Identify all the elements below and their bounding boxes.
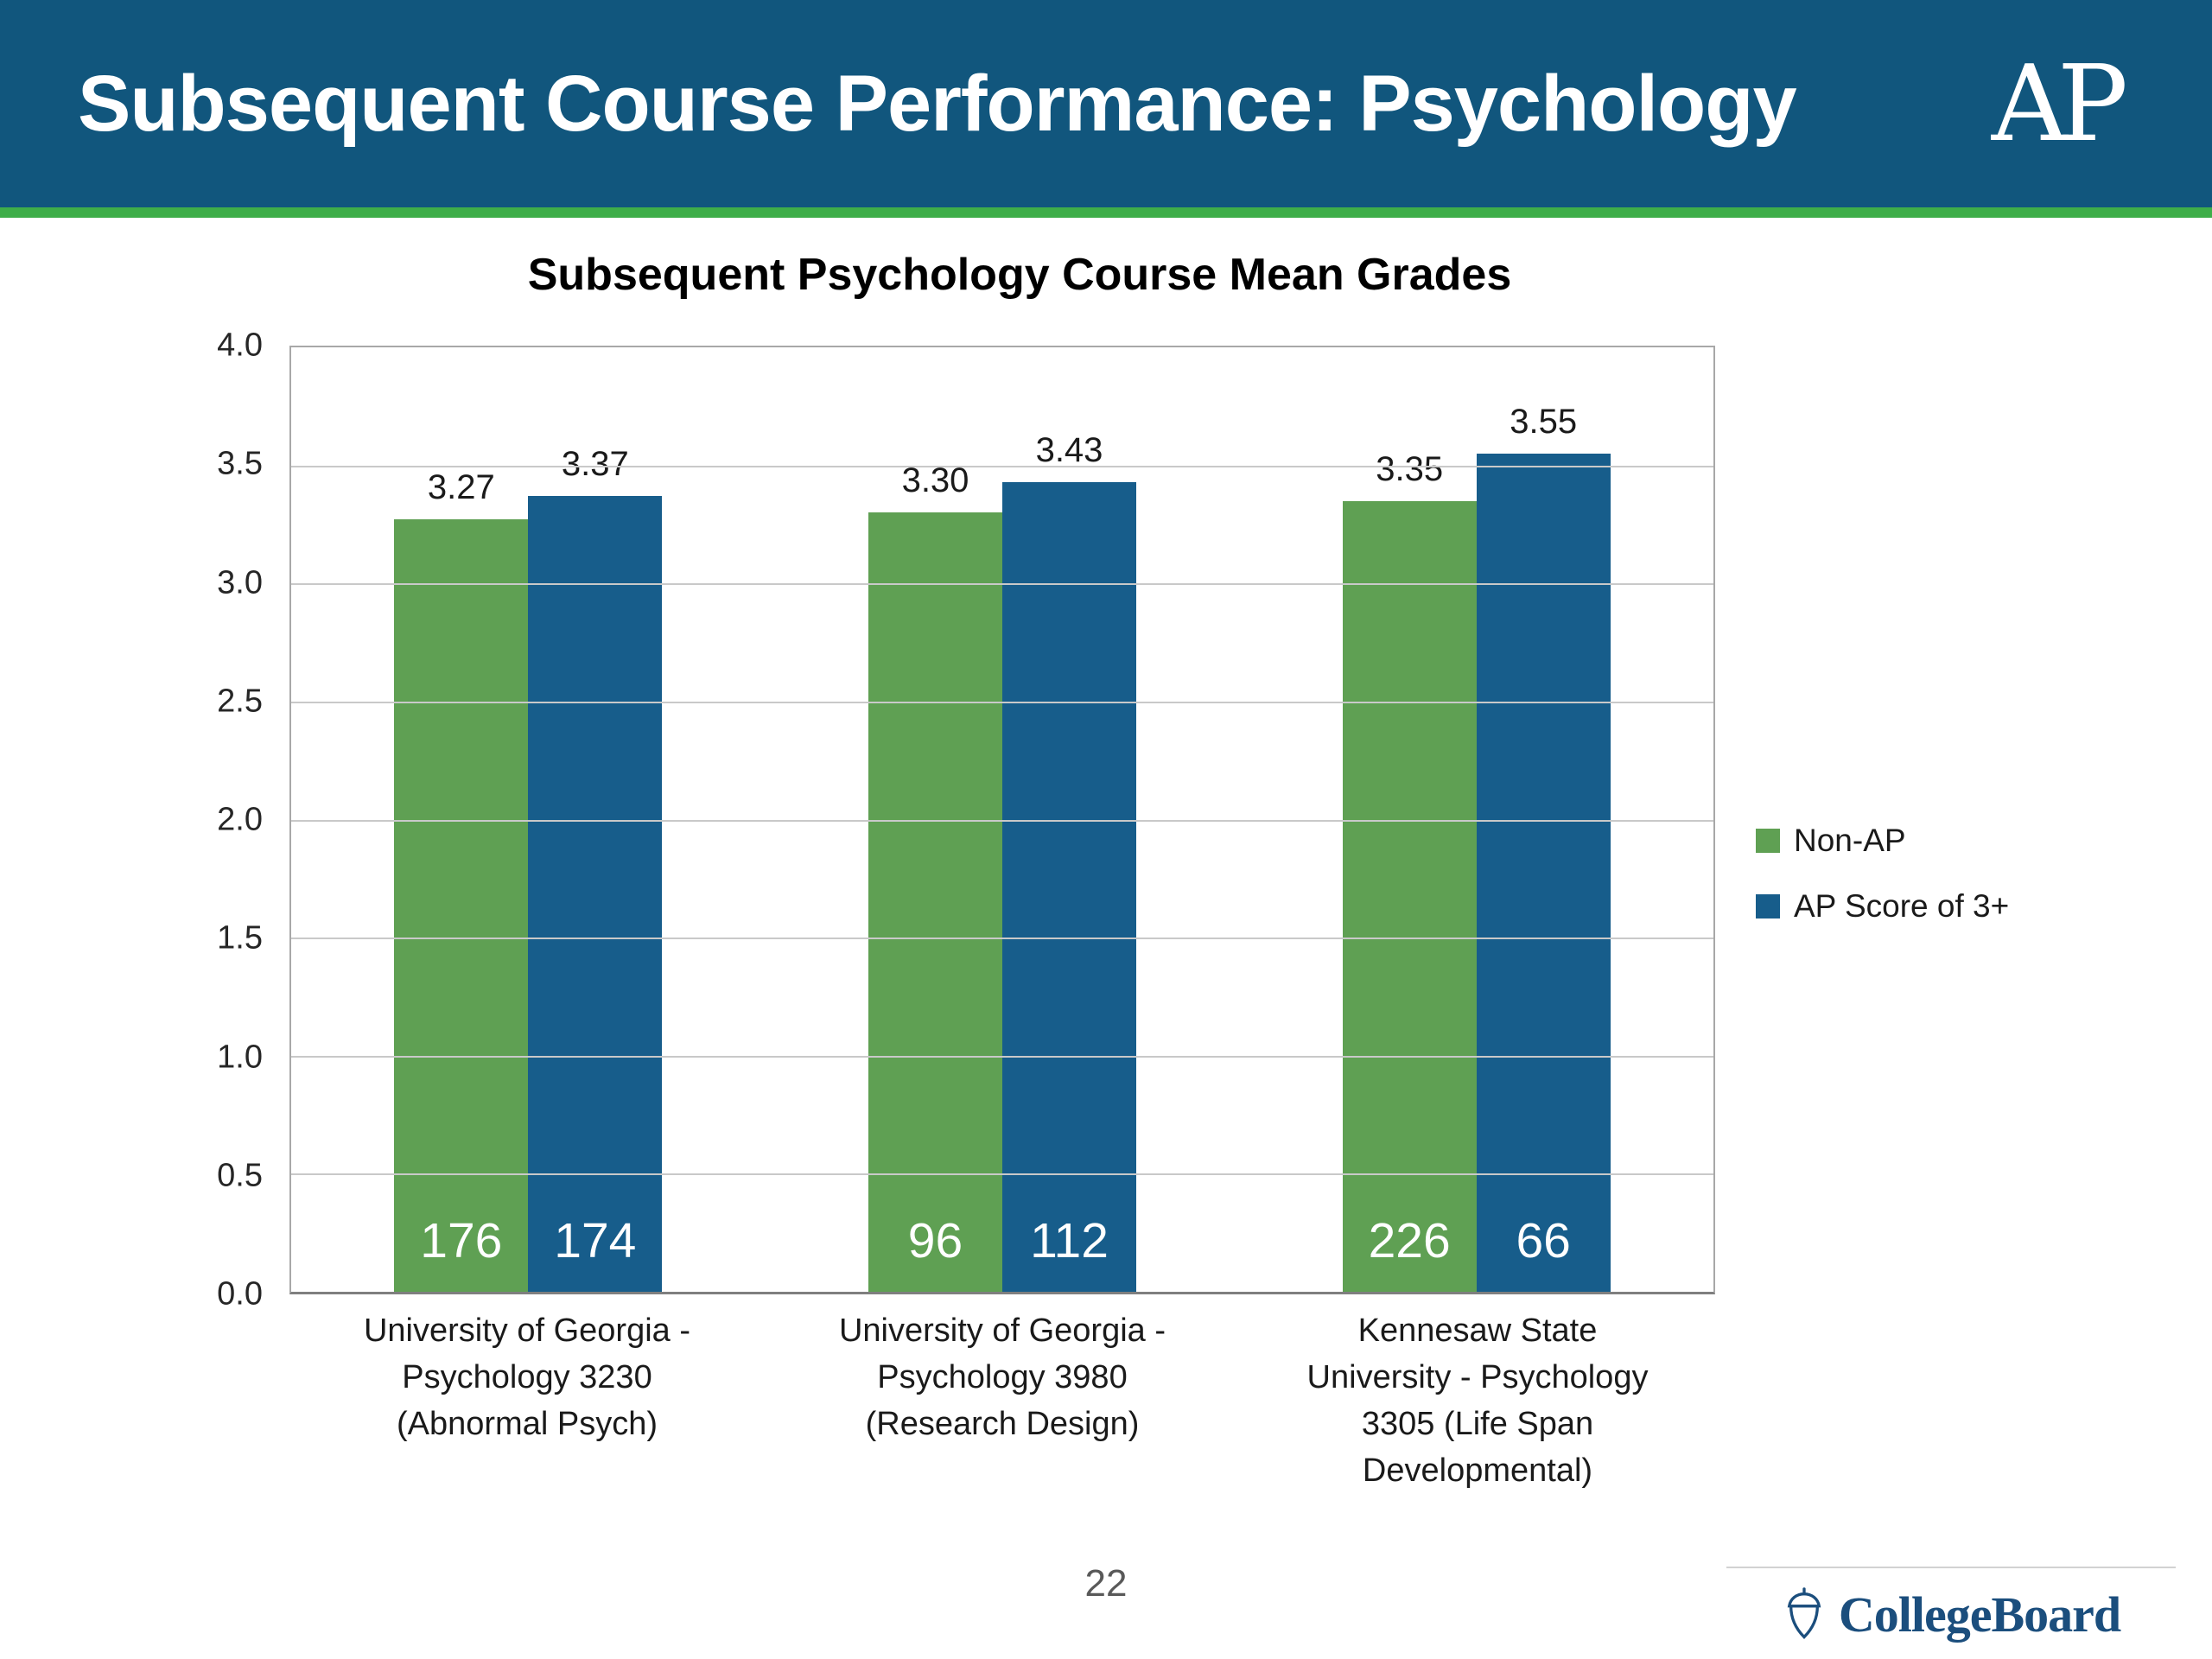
x-category-label: University of Georgia - Psychology 3980 … — [838, 1313, 1166, 1442]
y-axis-tick-label: 4.0 — [217, 327, 263, 364]
legend-item: AP Score of 3+ — [1756, 888, 2009, 925]
y-axis-tick-label: 1.0 — [217, 1039, 263, 1075]
bar-count-label: 176 — [420, 1213, 503, 1268]
plot-area: 3.27 176 3.37 174 3.30 96 3.43 112 3.35 226 3.55 66 — [289, 346, 1715, 1294]
bar-count-label: 112 — [1030, 1213, 1109, 1268]
gridline — [291, 938, 1713, 940]
bar: 3.43 112 — [1002, 431, 1136, 1292]
page-title: Subsequent Course Performance: Psycholog… — [78, 59, 1797, 148]
y-axis-tick-label: 0.5 — [217, 1157, 263, 1194]
bar-value-label: 3.37 — [561, 445, 629, 484]
legend-label: AP Score of 3+ — [1794, 888, 2010, 924]
legend-item: Non-AP — [1756, 823, 2009, 859]
slide-header: Subsequent Course Performance: Psycholog… — [0, 0, 2212, 207]
chart-title: Subsequent Psychology Course Mean Grades — [527, 250, 1512, 300]
bar-value-label: 3.27 — [427, 468, 495, 507]
y-axis-tick-label: 0.0 — [217, 1275, 263, 1313]
bar: 3.30 96 — [868, 461, 1002, 1292]
gridline — [291, 1173, 1713, 1176]
header-divider — [0, 207, 2212, 218]
x-axis-labels: University of Georgia - Psychology 3230 … — [289, 1308, 1715, 1495]
bar: 3.55 66 — [1476, 403, 1611, 1292]
bar-group: 3.27 176 3.37 174 — [291, 347, 766, 1292]
gridline — [291, 1055, 1713, 1058]
y-axis-tick-label: 1.5 — [217, 919, 263, 957]
y-axis-tick-label: 3.0 — [217, 564, 263, 601]
gridline — [291, 465, 1713, 467]
collegeboard-acorn-icon — [1787, 1586, 1821, 1639]
gridline — [291, 701, 1713, 703]
bar-count-label: 226 — [1368, 1213, 1451, 1268]
x-category-label: Kennesaw State University - Psychology 3… — [1306, 1313, 1649, 1489]
y-axis-tick-label: 2.5 — [217, 683, 263, 720]
bar-group: 3.35 226 3.55 66 — [1239, 347, 1713, 1292]
bar: 3.27 176 — [394, 468, 529, 1292]
bar-value-label: 3.43 — [1035, 430, 1103, 469]
y-axis-tick-label: 2.0 — [217, 801, 263, 838]
bar-value-label: 3.35 — [1376, 449, 1444, 488]
legend-label: Non-AP — [1794, 823, 1906, 858]
bar-count-label: 174 — [554, 1213, 637, 1268]
y-axis-tick-label: 3.5 — [217, 445, 263, 482]
bars-container: 3.27 176 3.37 174 3.30 96 3.43 112 3.35 226 3.55 66 — [291, 347, 1713, 1292]
bar-count-label: 96 — [907, 1213, 963, 1268]
gridline — [291, 583, 1713, 586]
legend-swatch-icon — [1756, 829, 1780, 853]
page-number: 22 — [1084, 1562, 1128, 1605]
legend-swatch-icon — [1756, 894, 1780, 918]
collegeboard-logo: CollegeBoard — [1726, 1567, 2176, 1643]
x-category-label: University of Georgia - Psychology 3230 … — [363, 1313, 690, 1442]
bar-value-label: 3.55 — [1510, 402, 1578, 441]
collegeboard-wordmark: CollegeBoard — [1838, 1586, 2121, 1643]
gridline — [291, 819, 1713, 822]
y-axis: 0.0 0.5 1.0 1.5 2.0 2.5 3.0 3.5 4.0 — [0, 327, 278, 1313]
bar-value-label: 3.30 — [901, 461, 969, 500]
bar: 3.37 174 — [528, 445, 663, 1292]
ap-logo: AP — [1991, 42, 2128, 165]
chart-legend: Non-AP AP Score of 3+ — [1756, 823, 2009, 925]
bar: 3.35 226 — [1342, 450, 1477, 1292]
bar-group: 3.30 96 3.43 112 — [766, 347, 1240, 1292]
bar-count-label: 66 — [1516, 1213, 1571, 1268]
